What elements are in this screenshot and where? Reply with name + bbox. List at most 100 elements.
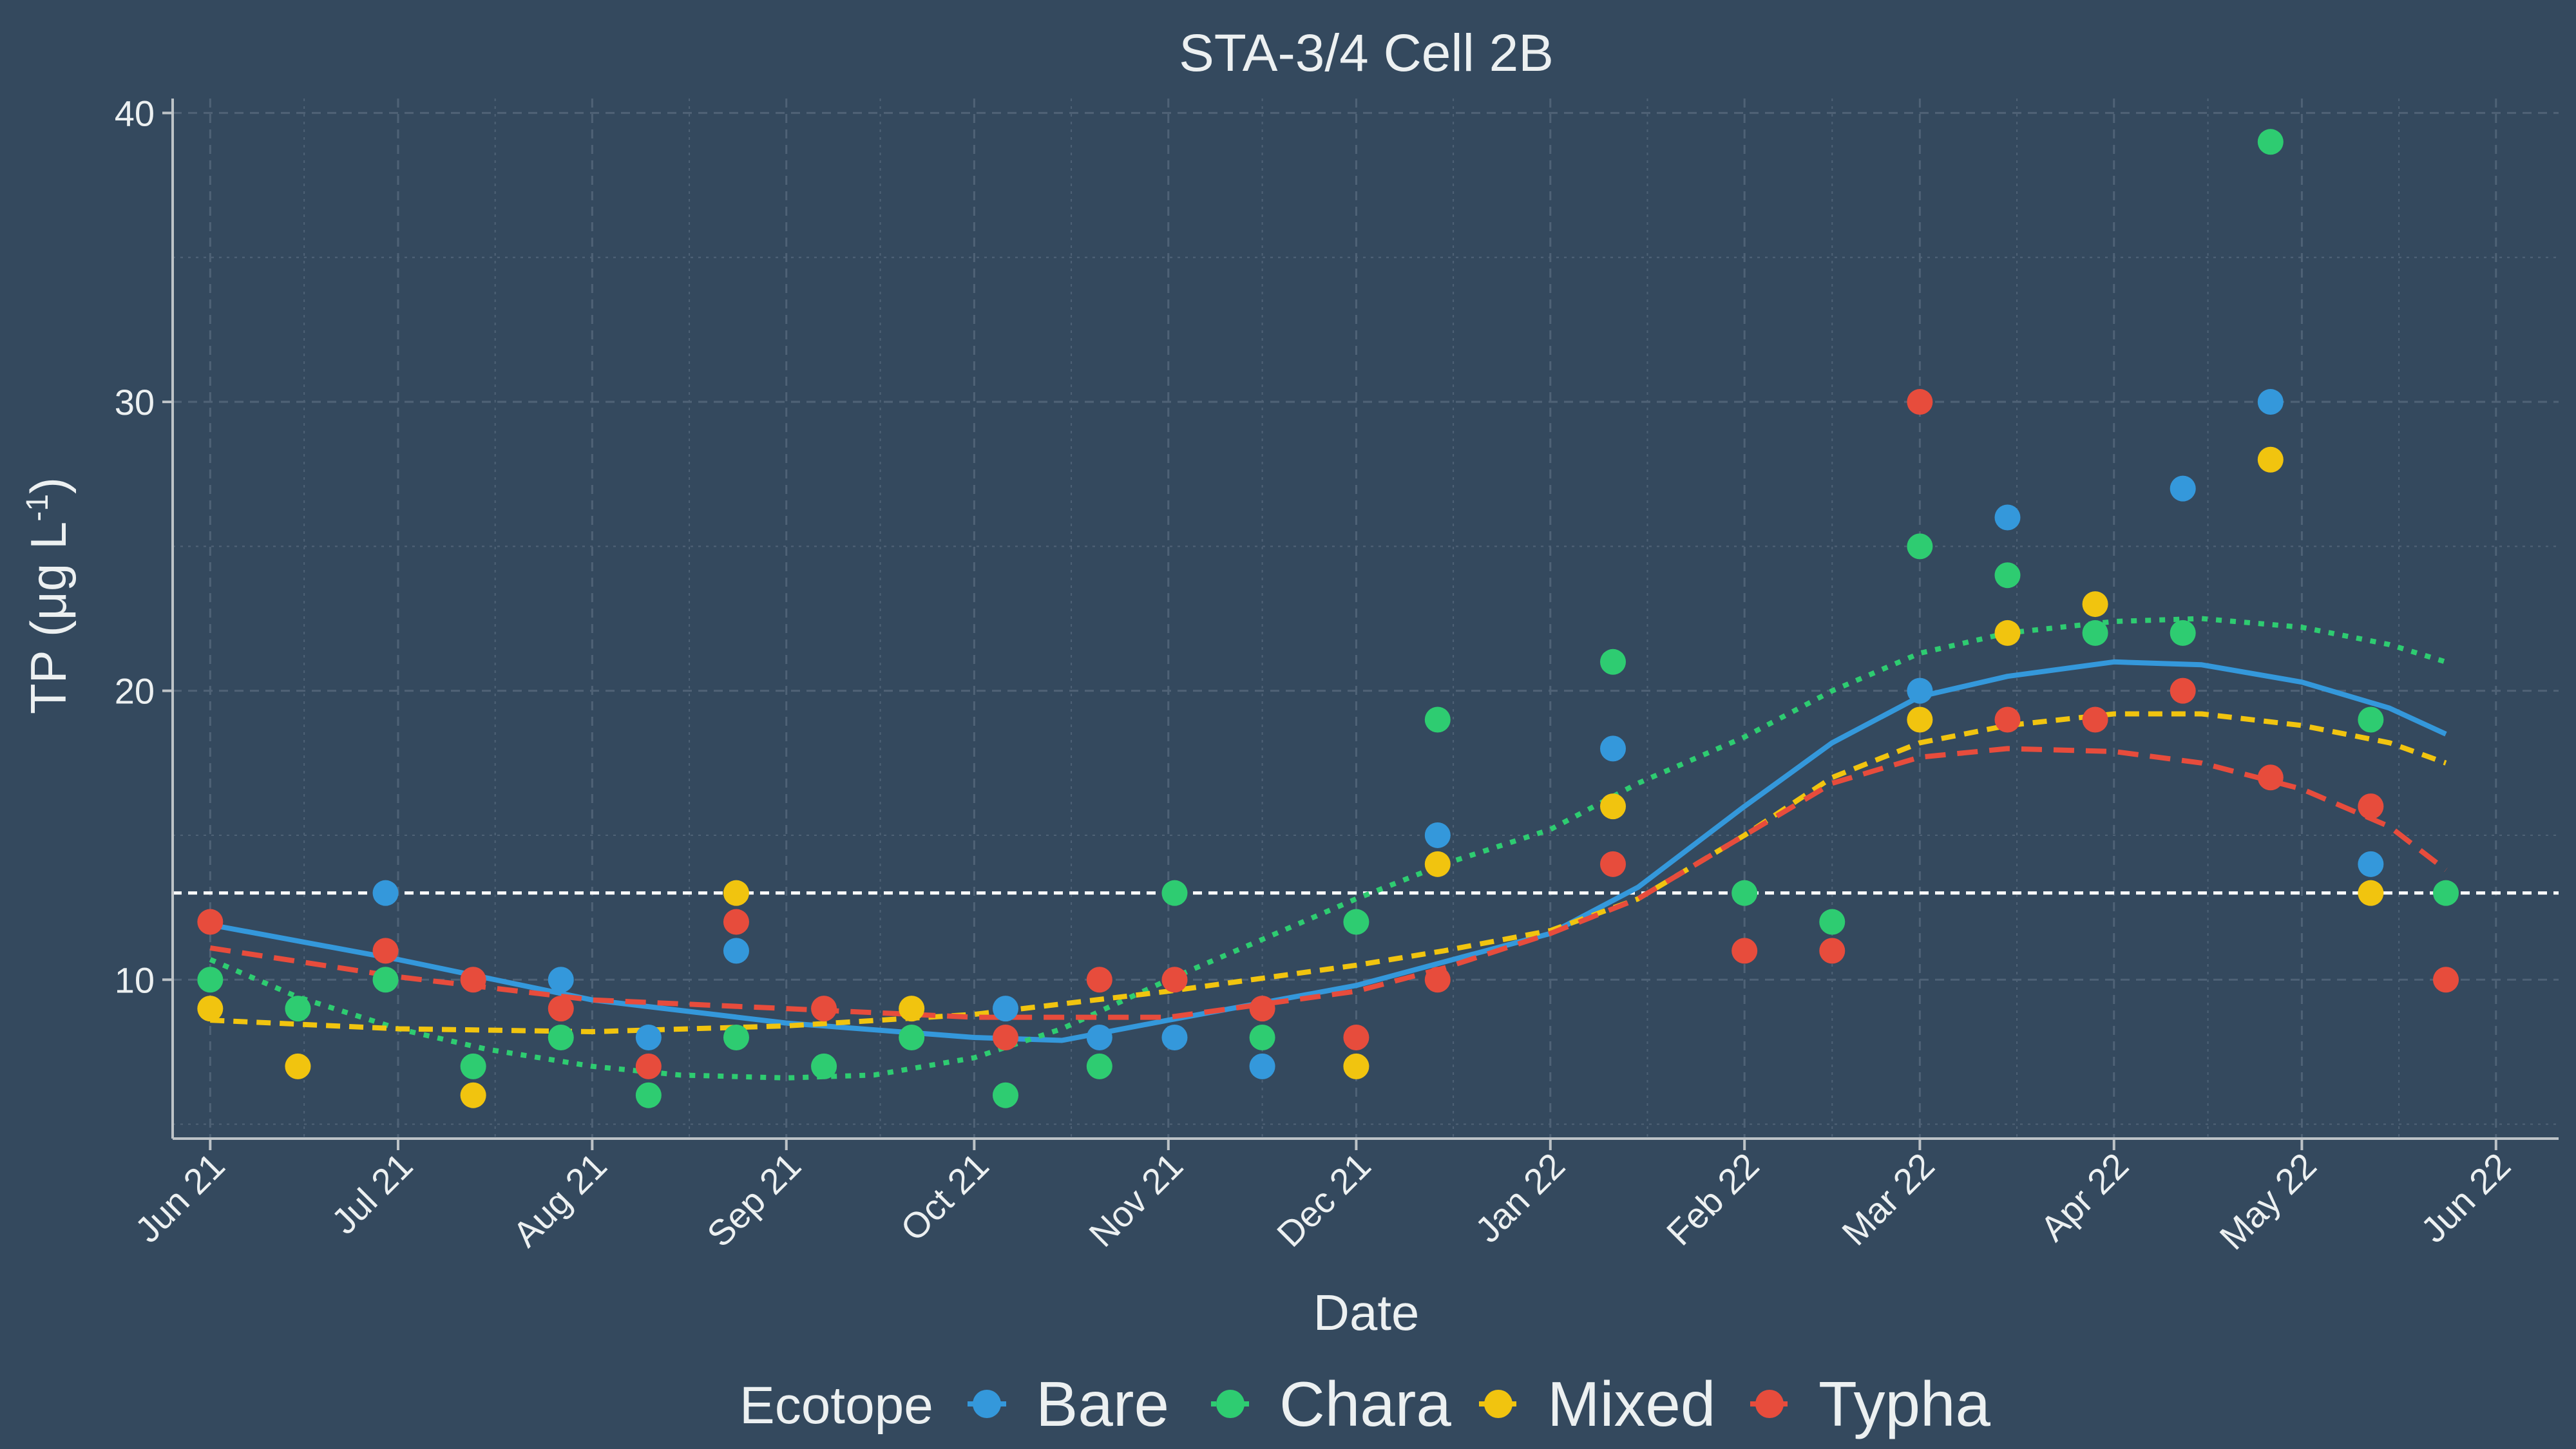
legend-title: Ecotope — [739, 1376, 933, 1435]
y-axis-label-unit: g L — [20, 522, 77, 591]
trend-line-mixed — [210, 711, 2447, 1034]
x-tick-label: Nov 21 — [1081, 1145, 1190, 1255]
x-tick-label: Jun 21 — [127, 1145, 232, 1250]
legend-label-bare: Bare — [1036, 1368, 1169, 1439]
point-chara — [548, 1024, 574, 1050]
x-tick-label: Jul 21 — [323, 1145, 420, 1242]
y-axis-label-main: TP ( — [20, 620, 77, 714]
point-mixed — [1343, 1053, 1369, 1079]
x-tick-label: Aug 21 — [505, 1145, 615, 1255]
point-mixed — [899, 996, 925, 1022]
point-mixed — [723, 880, 749, 906]
point-bare — [2170, 475, 2196, 502]
point-typha — [548, 996, 574, 1022]
point-chara — [2257, 129, 2284, 155]
point-typha — [2170, 677, 2196, 704]
y-axis-label-close: ) — [20, 477, 77, 494]
point-typha — [2358, 793, 2384, 820]
point-typha — [2433, 967, 2459, 993]
y-axis-label-mu: μ — [20, 591, 77, 620]
point-chara — [197, 967, 224, 993]
legend-label-chara: Chara — [1279, 1368, 1451, 1439]
y-tick-label: 30 — [115, 382, 155, 422]
point-bare — [548, 967, 574, 993]
point-bare — [723, 938, 749, 964]
y-axis-ticks: 10 20 30 40 — [115, 93, 173, 1000]
point-chara — [1907, 533, 1933, 560]
legend-label-typha: Typha — [1818, 1368, 1990, 1439]
point-bare — [1086, 1024, 1112, 1050]
point-chara — [992, 1082, 1018, 1108]
point-typha — [2257, 764, 2284, 791]
point-bare — [992, 996, 1018, 1022]
legend-key-point-chara — [1216, 1390, 1245, 1418]
point-chara — [460, 1053, 486, 1079]
point-mixed — [460, 1082, 486, 1108]
x-axis-label: Date — [1313, 1284, 1420, 1341]
point-typha — [197, 909, 224, 935]
point-chara — [1161, 880, 1188, 906]
point-mixed — [1424, 851, 1451, 877]
x-axis-ticks: Jun 21 Jul 21 Aug 21 Sep 21 Oct 21 Nov 21 Dec … — [127, 1139, 2518, 1257]
grid — [173, 99, 2559, 1139]
y-tick-label: 20 — [115, 671, 155, 712]
point-typha — [811, 996, 837, 1022]
x-tick-label: Jun 22 — [2413, 1145, 2518, 1250]
point-mixed — [1994, 620, 2021, 646]
point-chara — [1086, 1053, 1112, 1079]
point-mixed — [285, 1053, 311, 1079]
point-chara — [811, 1053, 837, 1079]
x-tick-label: Dec 21 — [1269, 1145, 1379, 1255]
point-typha — [1424, 967, 1451, 993]
point-chara — [1819, 909, 1846, 935]
point-mixed — [1907, 706, 1933, 733]
x-tick-label: Oct 21 — [893, 1145, 997, 1249]
point-chara — [2170, 620, 2196, 646]
data-points — [197, 129, 2459, 1108]
point-bare — [635, 1024, 662, 1050]
axes — [171, 99, 2559, 1140]
point-bare — [2257, 389, 2284, 415]
point-typha — [635, 1053, 662, 1079]
trend-line-chara — [209, 616, 2447, 1081]
point-typha — [1819, 938, 1846, 964]
point-bare — [1994, 504, 2021, 531]
point-chara — [1994, 562, 2021, 589]
point-bare — [1161, 1024, 1188, 1050]
y-tick-label: 10 — [115, 960, 155, 1000]
point-typha — [460, 967, 486, 993]
x-tick-label: May 22 — [2211, 1145, 2323, 1257]
point-chara — [285, 996, 311, 1022]
y-axis-label-exponent: -1 — [21, 494, 55, 522]
point-typha — [1732, 938, 1758, 964]
point-typha — [1994, 706, 2021, 733]
trend-lines — [209, 616, 2448, 1081]
legend-key-point-bare — [973, 1390, 1001, 1418]
trend-line-bare — [209, 659, 2447, 1043]
point-bare — [1249, 1053, 1275, 1079]
chart-title: STA-3/4 Cell 2B — [1179, 24, 1554, 82]
trend-line-typha — [209, 746, 2448, 1020]
point-mixed — [2358, 880, 2384, 906]
point-typha — [372, 938, 399, 964]
point-chara — [1732, 880, 1758, 906]
point-typha — [2082, 706, 2108, 733]
point-chara — [723, 1024, 749, 1050]
point-bare — [1424, 822, 1451, 848]
point-chara — [2358, 706, 2384, 733]
x-tick-label: Jan 22 — [1467, 1145, 1572, 1250]
x-tick-label: Apr 22 — [2032, 1145, 2136, 1249]
legend-key-point-mixed — [1484, 1390, 1512, 1418]
point-bare — [1907, 677, 1933, 704]
point-typha — [1086, 967, 1112, 993]
point-chara — [1600, 649, 1627, 675]
point-chara — [1249, 1024, 1275, 1050]
x-tick-label: Sep 21 — [699, 1145, 808, 1255]
point-mixed — [2082, 591, 2108, 618]
point-mixed — [197, 996, 224, 1022]
x-tick-label: Feb 22 — [1659, 1145, 1767, 1253]
point-typha — [992, 1024, 1018, 1050]
point-chara — [372, 967, 399, 993]
point-chara — [635, 1082, 662, 1108]
y-axis-label: TP (μg L-1) — [20, 477, 77, 714]
